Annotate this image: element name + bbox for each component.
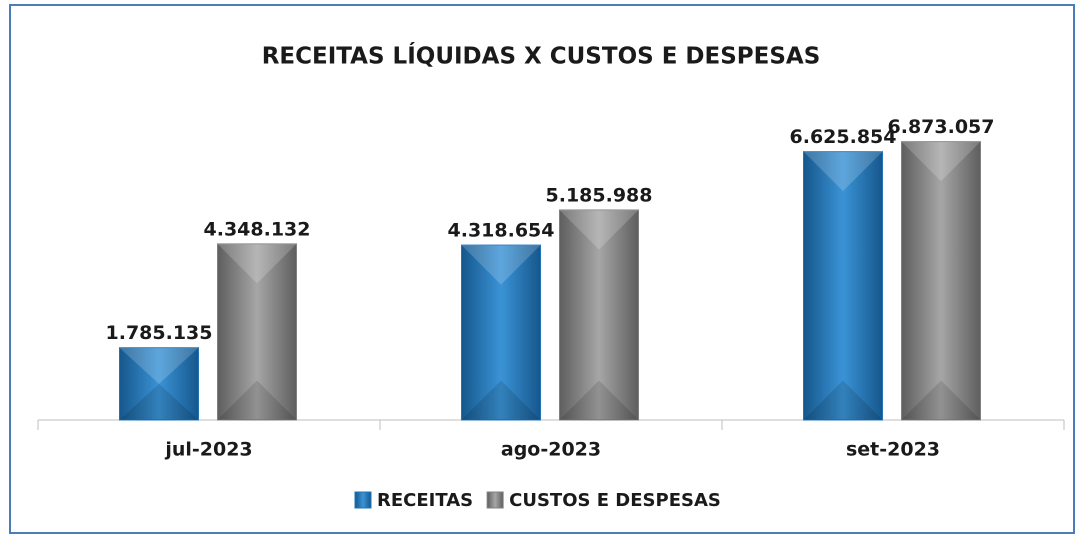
bar	[217, 243, 297, 421]
legend-label: CUSTOS E DESPESAS	[509, 490, 721, 511]
legend-swatch	[486, 491, 504, 509]
x-tick-label: ago-2023	[501, 439, 601, 461]
data-label: 4.318.654	[448, 220, 555, 242]
data-label: 6.625.854	[790, 126, 897, 148]
bar-bevel	[901, 141, 981, 182]
bar-bevel	[559, 209, 639, 250]
bar-bevel	[803, 380, 883, 420]
data-label: 6.873.057	[888, 116, 995, 138]
legend-label: RECEITAS	[377, 490, 473, 511]
bar-bevel	[217, 243, 297, 284]
bar-bevel	[217, 380, 297, 420]
bar	[119, 347, 199, 421]
x-tick-label: jul-2023	[164, 439, 252, 461]
bar-bevel	[461, 380, 541, 420]
bar	[461, 244, 541, 421]
chart-border	[9, 4, 1075, 534]
x-tick-label: set-2023	[846, 439, 940, 461]
bar	[559, 209, 639, 421]
bar-bevel	[803, 151, 883, 192]
data-label: 1.785.135	[106, 322, 213, 344]
bar-bevel	[559, 380, 639, 420]
bar-bevel	[461, 245, 541, 285]
legend-swatch	[354, 491, 372, 509]
bar	[803, 151, 883, 421]
data-label: 4.348.132	[204, 218, 311, 240]
bar-bevel	[119, 347, 199, 384]
chart-title: RECEITAS LÍQUIDAS X CUSTOS E DESPESAS	[262, 42, 821, 70]
bar-bevel	[119, 383, 199, 420]
data-label: 5.185.988	[546, 184, 653, 206]
bar-bevel	[901, 380, 981, 420]
bar	[901, 141, 981, 421]
